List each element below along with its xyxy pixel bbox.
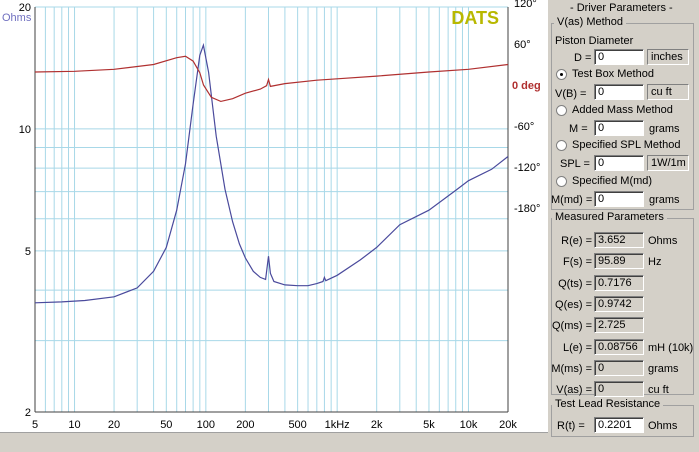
impedance-curve (34, 42, 509, 304)
x-tick-label: 2k (371, 419, 383, 431)
mmd-label: M(md) = (551, 194, 593, 206)
vas-method-title: V(as) Method (554, 16, 627, 28)
rt-label: R(t) = (557, 420, 585, 432)
d-unit-box: inches (647, 49, 689, 65)
measured-value: 2.725 (594, 317, 644, 333)
vb-unit-box: cu ft (647, 84, 689, 100)
x-tick-label: 20k (499, 419, 517, 431)
test-lead-resistance-title: Test Lead Resistance (552, 398, 664, 410)
specified-spl-method-radio[interactable] (556, 140, 567, 151)
phase-curve (34, 55, 509, 103)
added-mass-method-radio[interactable] (556, 105, 567, 116)
vb-input[interactable]: 0 (594, 84, 644, 100)
piston-diameter-label: Piston Diameter (555, 35, 634, 47)
measured-unit: Hz (648, 256, 662, 268)
phase-zero-label: 0 deg (512, 80, 541, 92)
spl-input[interactable]: 0 (594, 155, 644, 171)
x-tick-label: 100 (197, 419, 215, 431)
spl-label: SPL = (560, 158, 590, 170)
impedance-plot: 51020501002005001kHz2k5k10k20k201052180°… (0, 0, 548, 452)
measured-label: L(e) = (562, 342, 592, 354)
driver-parameters-panel: - Driver Parameters - V(as) Method Pisto… (548, 0, 699, 452)
added-mass-method-label[interactable]: Added Mass Method (572, 104, 673, 116)
test-box-method-label[interactable]: Test Box Method (572, 68, 654, 80)
m-unit: grams (649, 123, 680, 135)
y-tick-label: 20 (19, 2, 31, 14)
rt-input[interactable]: 0.2201 (594, 417, 644, 433)
measured-label: Q(ts) = (558, 278, 592, 290)
rt-unit: Ohms (648, 420, 678, 432)
specified-mmd-label[interactable]: Specified M(md) (572, 175, 653, 187)
measured-value: 3.652 (594, 232, 644, 248)
measured-unit: mH (10k) (648, 342, 694, 354)
x-tick-label: 10k (460, 419, 478, 431)
mmd-input[interactable]: 0 (594, 191, 644, 207)
horizontal-scrollbar[interactable] (0, 432, 548, 452)
left-axis-label: Ohms (2, 12, 32, 24)
measured-value: 95.89 (594, 253, 644, 269)
phase-tick-label: -60° (514, 121, 534, 133)
x-tick-label: 5 (32, 419, 38, 431)
phase-tick-label: 120° (514, 0, 537, 10)
y-tick-label: 10 (19, 124, 31, 136)
spl-unit-box: 1W/1m (647, 155, 689, 171)
measured-unit: cu ft (648, 384, 669, 396)
x-tick-label: 10 (68, 419, 80, 431)
measured-unit: Ohms (648, 235, 678, 247)
measured-value: 0.9742 (594, 296, 644, 312)
specified-spl-method-label[interactable]: Specified SPL Method (572, 139, 681, 151)
x-tick-label: 5k (423, 419, 435, 431)
measured-label: M(ms) = (551, 363, 592, 375)
y-tick-label: 5 (25, 246, 31, 258)
x-tick-label: 500 (288, 419, 306, 431)
dats-logo: DATS (451, 8, 499, 28)
measured-unit: grams (648, 363, 679, 375)
x-tick-label: 20 (108, 419, 120, 431)
measured-value: 0.7176 (594, 275, 644, 291)
panel-title: - Driver Parameters - (570, 2, 673, 14)
measured-label: V(as) = (556, 384, 592, 396)
test-box-method-radio[interactable] (556, 69, 567, 80)
phase-tick-label: 60° (514, 39, 531, 51)
phase-tick-label: -120° (514, 162, 540, 174)
measured-value: 0 (594, 381, 644, 397)
y-tick-label: 2 (25, 407, 31, 419)
measured-parameters-title: Measured Parameters (552, 211, 667, 223)
phase-tick-label: -180° (514, 203, 540, 215)
x-tick-label: 1kHz (325, 419, 350, 431)
specified-mmd-radio[interactable] (556, 176, 567, 187)
measured-label: R(e) = (561, 235, 592, 247)
vb-label: V(B) = (555, 88, 587, 100)
measured-label: Q(ms) = (551, 320, 592, 332)
x-tick-label: 50 (160, 419, 172, 431)
mmd-unit: grams (649, 194, 680, 206)
m-label: M = (569, 123, 588, 135)
added-mass-input[interactable]: 0 (594, 120, 644, 136)
measured-label: F(s) = (562, 256, 592, 268)
x-tick-label: 200 (236, 419, 254, 431)
plot-canvas: 51020501002005001kHz2k5k10k20k201052180°… (2, 0, 541, 431)
measured-label: Q(es) = (555, 299, 592, 311)
measured-value: 0.08756 (594, 339, 644, 355)
piston-diameter-input[interactable]: 0 (594, 49, 644, 65)
d-label: D = (574, 52, 592, 64)
measured-value: 0 (594, 360, 644, 376)
